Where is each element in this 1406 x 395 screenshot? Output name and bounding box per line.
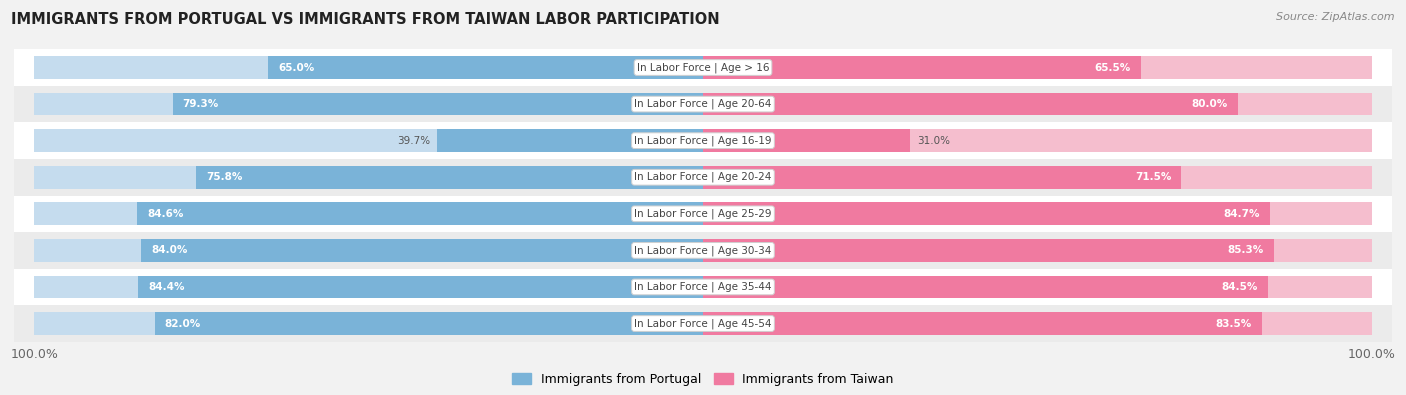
- Bar: [703, 203, 1270, 225]
- Bar: [155, 312, 703, 335]
- Text: In Labor Force | Age 35-44: In Labor Force | Age 35-44: [634, 282, 772, 292]
- Text: 71.5%: 71.5%: [1135, 172, 1171, 182]
- Text: In Labor Force | Age 30-34: In Labor Force | Age 30-34: [634, 245, 772, 256]
- Text: 84.0%: 84.0%: [152, 245, 187, 256]
- Text: 80.0%: 80.0%: [1192, 99, 1227, 109]
- Bar: [0, 122, 1406, 159]
- Bar: [195, 166, 703, 188]
- Text: In Labor Force | Age 20-64: In Labor Force | Age 20-64: [634, 99, 772, 109]
- Text: In Labor Force | Age 25-29: In Labor Force | Age 25-29: [634, 209, 772, 219]
- Text: 84.5%: 84.5%: [1222, 282, 1258, 292]
- Text: 84.4%: 84.4%: [149, 282, 186, 292]
- Text: 31.0%: 31.0%: [917, 135, 950, 146]
- Bar: [269, 56, 703, 79]
- Bar: [703, 239, 1274, 262]
- Bar: [703, 56, 1372, 79]
- Bar: [0, 232, 1406, 269]
- Bar: [0, 305, 1406, 342]
- Text: Source: ZipAtlas.com: Source: ZipAtlas.com: [1277, 12, 1395, 22]
- Bar: [703, 93, 1239, 115]
- Bar: [141, 239, 703, 262]
- Text: In Labor Force | Age 45-54: In Labor Force | Age 45-54: [634, 318, 772, 329]
- Bar: [34, 203, 703, 225]
- Bar: [703, 312, 1372, 335]
- Bar: [703, 129, 910, 152]
- Text: 83.5%: 83.5%: [1215, 318, 1251, 329]
- Bar: [0, 86, 1406, 122]
- Bar: [173, 93, 703, 115]
- Text: 65.5%: 65.5%: [1095, 62, 1130, 73]
- Bar: [34, 312, 703, 335]
- Text: 65.0%: 65.0%: [278, 62, 315, 73]
- Bar: [437, 129, 703, 152]
- Bar: [0, 196, 1406, 232]
- Bar: [703, 239, 1372, 262]
- Text: 84.6%: 84.6%: [148, 209, 184, 219]
- Text: In Labor Force | Age 16-19: In Labor Force | Age 16-19: [634, 135, 772, 146]
- Text: IMMIGRANTS FROM PORTUGAL VS IMMIGRANTS FROM TAIWAN LABOR PARTICIPATION: IMMIGRANTS FROM PORTUGAL VS IMMIGRANTS F…: [11, 12, 720, 27]
- Bar: [703, 166, 1372, 188]
- Bar: [703, 129, 1372, 152]
- Bar: [0, 269, 1406, 305]
- Bar: [703, 312, 1261, 335]
- Bar: [703, 203, 1372, 225]
- Text: 39.7%: 39.7%: [398, 135, 430, 146]
- Text: 79.3%: 79.3%: [183, 99, 219, 109]
- Text: 85.3%: 85.3%: [1227, 245, 1264, 256]
- Bar: [703, 93, 1372, 115]
- Bar: [703, 276, 1268, 298]
- Bar: [34, 129, 703, 152]
- Bar: [34, 239, 703, 262]
- Bar: [34, 276, 703, 298]
- Text: 82.0%: 82.0%: [165, 318, 201, 329]
- Text: In Labor Force | Age 20-24: In Labor Force | Age 20-24: [634, 172, 772, 182]
- Bar: [703, 56, 1142, 79]
- Bar: [34, 166, 703, 188]
- Text: 75.8%: 75.8%: [207, 172, 242, 182]
- Text: In Labor Force | Age > 16: In Labor Force | Age > 16: [637, 62, 769, 73]
- Bar: [138, 203, 703, 225]
- Bar: [138, 276, 703, 298]
- Bar: [703, 166, 1181, 188]
- Bar: [34, 93, 703, 115]
- Bar: [34, 56, 703, 79]
- Text: 84.7%: 84.7%: [1223, 209, 1260, 219]
- Bar: [703, 276, 1372, 298]
- Bar: [0, 159, 1406, 196]
- Bar: [0, 49, 1406, 86]
- Legend: Immigrants from Portugal, Immigrants from Taiwan: Immigrants from Portugal, Immigrants fro…: [508, 368, 898, 391]
